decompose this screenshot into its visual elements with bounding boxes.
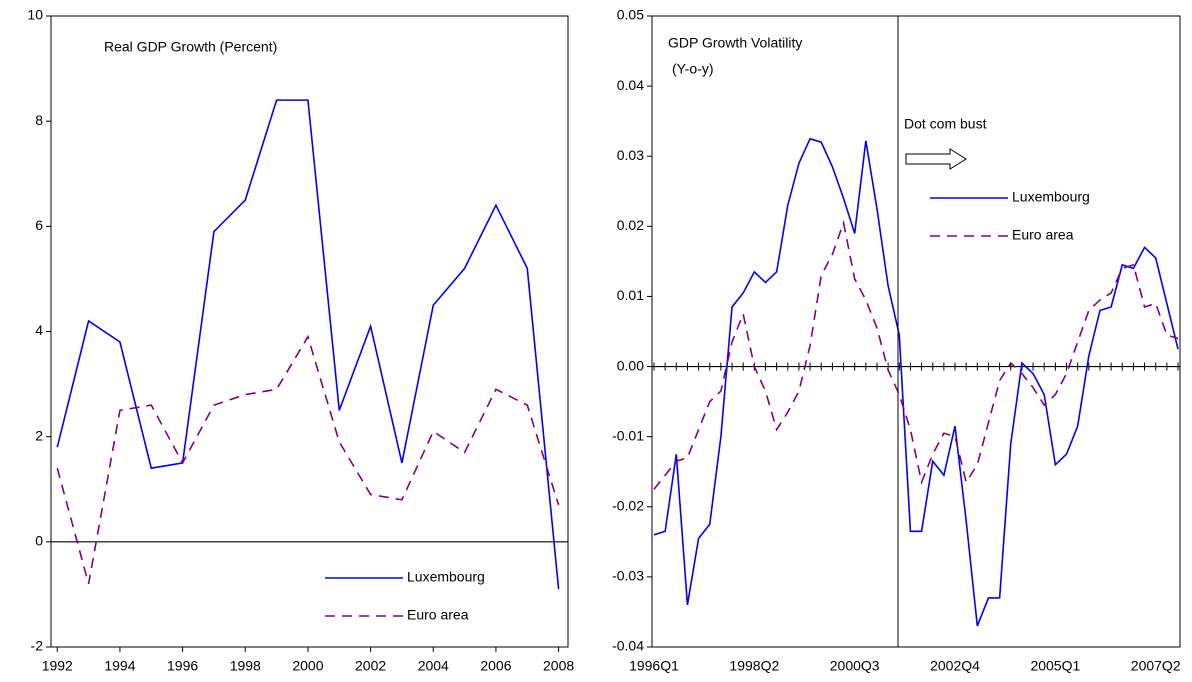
x-tick-label: 2007Q2 [1131,658,1181,674]
chart-title: GDP Growth Volatility [668,35,802,51]
x-tick-label: 1998Q2 [729,658,779,674]
chart-subtitle: (Y-o-y) [672,61,714,77]
series-line [56,334,560,585]
legend-label: Luxembourg [407,569,485,585]
x-tick-label: 2006 [480,658,511,674]
annotation: Dot com bust [904,116,987,132]
y-tick-label: 6 [35,217,43,233]
x-tick-label: 1996Q1 [629,658,679,674]
y-tick-label: 10 [27,7,43,23]
x-tick-label: 1992 [42,658,73,674]
x-tick-label: 1996 [167,658,198,674]
series-line [56,99,560,590]
series-line [653,219,1179,490]
plot-frame [651,15,1181,648]
y-tick-label: 0.04 [617,77,644,93]
y-tick-label: 0.03 [617,147,644,163]
x-tick-label: 2005Q1 [1030,658,1080,674]
y-tick-label: 0.02 [617,217,644,233]
y-tick-label: -0.04 [612,638,644,654]
legend-label: Luxembourg [1012,189,1090,205]
y-tick-label: -0.03 [612,568,644,584]
y-tick-label: -0.02 [612,497,644,513]
y-tick-label: 0.00 [617,357,644,373]
x-tick-label: 2004 [418,658,449,674]
x-tick-label: 1998 [230,658,261,674]
y-tick-label: 2 [35,427,43,443]
x-tick-label: 2000Q3 [830,658,880,674]
x-tick-label: 2002Q4 [930,658,980,674]
y-tick-label: 8 [35,112,43,128]
x-tick-label: 2002 [355,658,386,674]
arrow [905,148,967,170]
x-tick-label: 1994 [104,658,135,674]
y-tick-label: 0.01 [617,287,644,303]
y-tick-label: 0 [35,533,43,549]
legend-label: Euro area [407,607,469,623]
y-tick-label: 0.05 [617,7,644,23]
y-tick-label: 4 [35,322,43,338]
chart-title: Real GDP Growth (Percent) [104,39,277,55]
y-tick-label: -0.01 [612,427,644,443]
y-tick-label: -2 [31,638,44,654]
x-tick-label: 2008 [543,658,574,674]
legend-label: Euro area [1012,227,1074,243]
x-tick-label: 2000 [292,658,323,674]
series-line [653,137,1179,627]
